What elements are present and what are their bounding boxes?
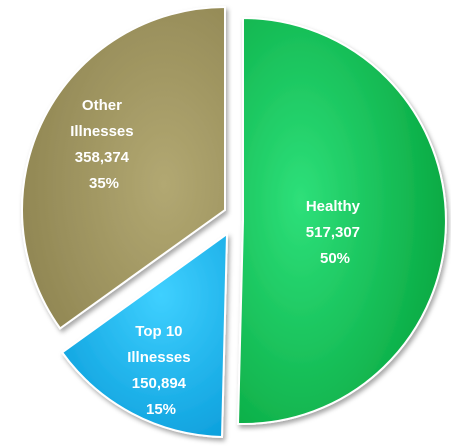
label-healthy-name: Healthy: [306, 198, 361, 215]
pie-slice-healthy: [236, 16, 447, 425]
label-other-name-1: Other: [82, 97, 122, 114]
label-top10-name-1: Top 10: [135, 323, 182, 340]
label-healthy: Healthy 517,307 50%: [306, 198, 364, 267]
label-healthy-percent: 50%: [320, 250, 350, 267]
label-top10-value: 150,894: [132, 375, 187, 392]
label-top10-name-2: Illnesses: [127, 349, 190, 366]
label-other-name-2: Illnesses: [70, 123, 133, 140]
pie-slice-top10-illnesses: [60, 232, 229, 438]
label-top10-percent: 15%: [146, 401, 176, 418]
label-other-percent: 35%: [89, 175, 119, 192]
label-healthy-value: 517,307: [306, 224, 360, 241]
label-top10: Top 10 Illnesses 150,894 15%: [127, 323, 195, 418]
pie-slice-other-illnesses: [21, 5, 226, 330]
label-other-value: 358,374: [75, 149, 130, 166]
label-other: Other Illnesses 358,374 35%: [70, 97, 138, 192]
